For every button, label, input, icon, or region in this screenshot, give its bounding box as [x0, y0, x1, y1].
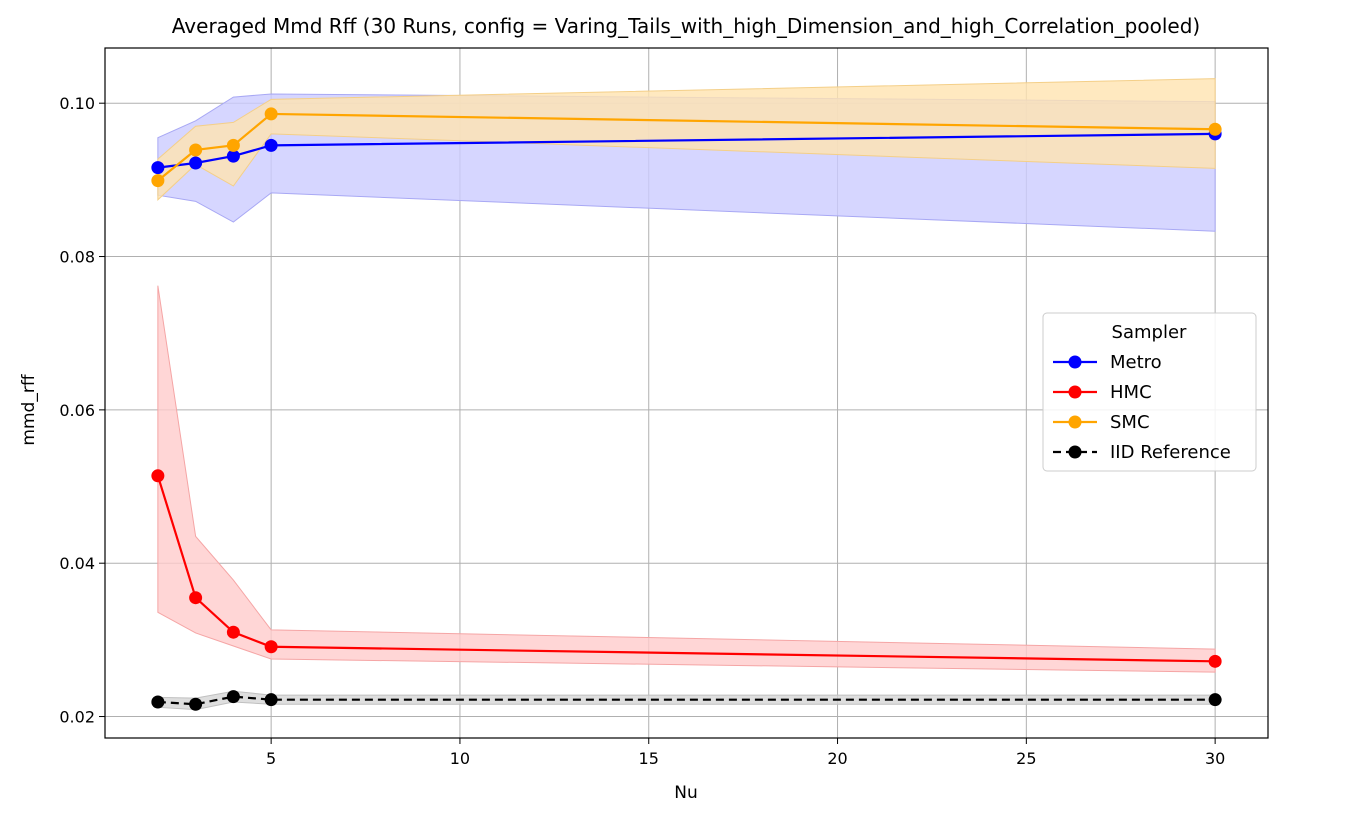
x-tick-label: 30: [1205, 749, 1225, 768]
axis-ticks: 5 10 15 20 25 30 0.02 0.04 0.06 0.08 0.10: [59, 94, 1225, 768]
hmc-band: [157, 285, 1216, 673]
legend-item-hmc: HMC: [1053, 382, 1152, 403]
iid-reference-point: [1208, 693, 1222, 707]
legend-title: Sampler: [1112, 322, 1187, 343]
x-axis-label: Nu: [674, 783, 698, 803]
metro-point: [264, 138, 278, 152]
iid-reference-point: [264, 693, 278, 707]
legend-item-iid-reference: IID Reference: [1053, 442, 1231, 463]
legend-item-smc: SMC: [1053, 412, 1150, 433]
metro-point: [151, 161, 165, 175]
iid-reference-point: [151, 695, 165, 709]
legend-items: Metro HMC SMC IID Reference: [1053, 352, 1231, 463]
legend-label: HMC: [1110, 382, 1152, 403]
y-tick-label: 0.06: [59, 401, 95, 420]
metro-point: [189, 156, 203, 170]
x-tick-label: 5: [266, 749, 276, 768]
smc-point: [151, 174, 165, 188]
series-points: [151, 107, 1222, 711]
chart-title: Averaged Mmd Rff (30 Runs, config = Vari…: [172, 14, 1200, 38]
hmc-point: [1208, 654, 1222, 668]
x-tick-label: 20: [827, 749, 847, 768]
hmc-point: [151, 469, 165, 483]
x-tick-label: 25: [1016, 749, 1036, 768]
y-tick-label: 0.04: [59, 554, 95, 573]
smc-point: [226, 138, 240, 152]
legend: Sampler Metro HMC SMC IID Reference: [1042, 312, 1257, 472]
metro-point: [226, 149, 240, 163]
y-tick-label: 0.02: [59, 708, 95, 727]
legend-label: IID Reference: [1110, 442, 1231, 463]
legend-item-metro: Metro: [1053, 352, 1162, 373]
iid-reference-point: [189, 697, 203, 711]
y-tick-label: 0.10: [59, 94, 95, 113]
x-tick-label: 10: [450, 749, 470, 768]
smc-point: [1208, 122, 1222, 136]
plot-frame: [104, 47, 1269, 739]
legend-box: [1042, 312, 1257, 472]
legend-label: SMC: [1110, 412, 1150, 433]
smc-point: [264, 107, 278, 121]
legend-swatch-marker: [1068, 415, 1082, 429]
legend-swatch-marker: [1068, 385, 1082, 399]
legend-swatch-marker: [1068, 355, 1082, 369]
hmc-point: [226, 625, 240, 639]
hmc-point: [264, 640, 278, 654]
y-axis-label: mmd_rff: [19, 373, 39, 445]
x-tick-label: 15: [639, 749, 659, 768]
hmc-point: [189, 591, 203, 605]
legend-label: Metro: [1110, 352, 1162, 373]
y-tick-label: 0.08: [59, 248, 95, 267]
smc-point: [189, 143, 203, 157]
iid-reference-point: [226, 690, 240, 704]
legend-swatch-marker: [1068, 445, 1082, 459]
